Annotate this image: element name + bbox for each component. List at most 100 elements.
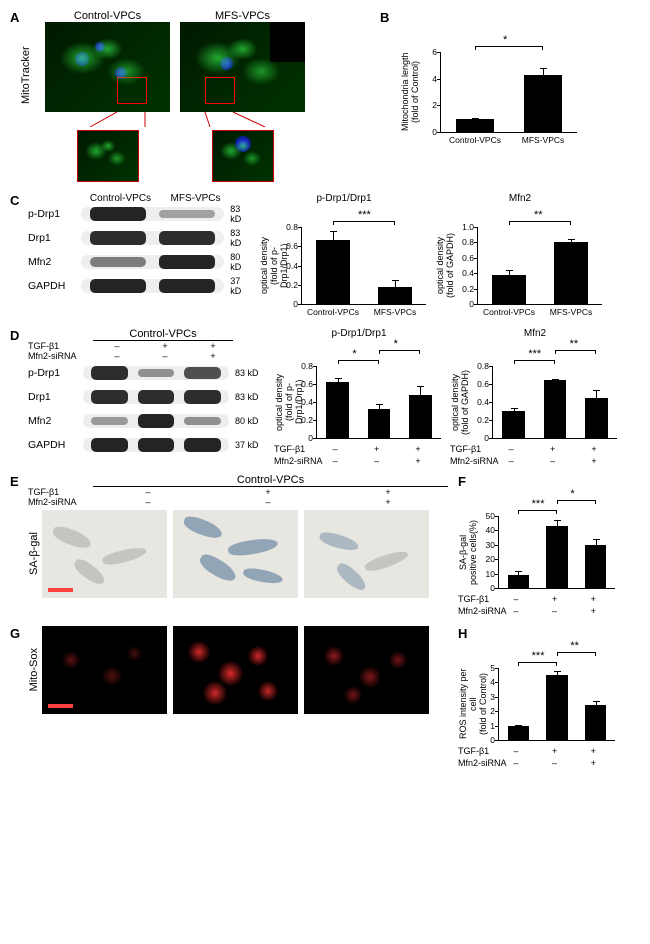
chart-ylabel: optical density (fold of p-Drp1/Drp1)	[259, 227, 289, 304]
condition-value: –	[333, 456, 338, 466]
blot-c-col2: MFS-VPCs	[158, 193, 233, 204]
condition-value: –	[552, 758, 557, 768]
condition-label: TGF-β1	[458, 746, 510, 756]
blot-row-label: GAPDH	[28, 280, 81, 292]
condition-value: –	[141, 351, 189, 361]
condition-value: +	[189, 341, 237, 351]
sa-b-gal-img-1	[42, 510, 167, 598]
condition-value: +	[591, 606, 596, 616]
blot-band	[81, 255, 224, 269]
condition-value: –	[513, 758, 518, 768]
panel-f-xcond: TGF-β1–++Mfn2-siRNA––+	[458, 594, 628, 618]
bar	[585, 398, 608, 439]
condition-value: –	[208, 497, 328, 507]
bar	[378, 287, 412, 304]
blot-band	[81, 279, 224, 293]
condition-value: –	[374, 456, 379, 466]
mito-sox-img-3	[304, 626, 429, 714]
condition-label: Mfn2-siRNA	[28, 497, 88, 507]
panel-d-chart2-xcond: TGF-β1–++Mfn2-siRNA––+	[450, 444, 620, 468]
bar	[502, 411, 525, 438]
condition-value: +	[374, 444, 379, 454]
condition-value: +	[328, 497, 448, 507]
x-category: MFS-VPCs	[522, 135, 565, 145]
panel-d-chart1-xcond: TGF-β1–++Mfn2-siRNA––+	[274, 444, 444, 468]
condition-value: +	[591, 444, 596, 454]
panel-a-col1-title: Control-VPCs	[45, 10, 170, 22]
condition-value: +	[591, 594, 596, 604]
chart-title: Mfn2	[435, 193, 605, 204]
panel-e-label: E	[10, 474, 19, 489]
bar	[585, 705, 606, 740]
condition-value: –	[550, 456, 555, 466]
condition-value: –	[552, 606, 557, 616]
condition-value: –	[93, 351, 141, 361]
panel-h-xcond: TGF-β1–++Mfn2-siRNA––+	[458, 746, 628, 770]
condition-label: Mfn2-siRNA	[274, 456, 326, 466]
condition-value: +	[141, 341, 189, 351]
panel-d-label: D	[10, 328, 19, 343]
condition-label: TGF-β1	[450, 444, 502, 454]
blot-row-label: GAPDH	[28, 439, 83, 451]
blot-kd: 80 kD	[235, 416, 259, 426]
panel-a-label: A	[10, 10, 19, 25]
condition-value: +	[591, 456, 596, 466]
blot-band	[81, 231, 224, 245]
panel-b-chart: 0246Control-VPCsMFS-VPCs*Mitochondria le…	[400, 30, 580, 150]
bar	[492, 275, 526, 304]
control-vpc-zoom	[77, 130, 139, 182]
mito-sox-img-2	[173, 626, 298, 714]
x-category: Control-VPCs	[483, 307, 535, 317]
condition-label: TGF-β1	[28, 487, 88, 497]
condition-value: +	[415, 456, 420, 466]
x-category: Control-VPCs	[449, 135, 501, 145]
condition-label: TGF-β1	[274, 444, 326, 454]
bar	[524, 75, 561, 132]
condition-value: +	[415, 444, 420, 454]
chart-ylabel: SA-β-gal positive cells(%)	[458, 516, 478, 588]
condition-value: –	[509, 444, 514, 454]
panel-e-header: Control-VPCs	[93, 474, 448, 487]
panel-f-chart: 01020304050****SA-β-gal positive cells(%…	[458, 492, 618, 592]
blot-row-label: Drp1	[28, 391, 83, 403]
blot-band	[83, 438, 229, 452]
condition-value: –	[513, 746, 518, 756]
mito-sox-label: Mito-Sox	[28, 648, 42, 691]
condition-label: TGF-β1	[458, 594, 510, 604]
blot-kd: 83 kD	[230, 204, 253, 224]
blot-row-label: p-Drp1	[28, 208, 81, 220]
panel-c-label: C	[10, 193, 19, 208]
condition-label: Mfn2-siRNA	[458, 758, 510, 768]
condition-value: –	[88, 487, 208, 497]
chart-title: Mfn2	[450, 328, 620, 339]
bar	[546, 675, 567, 740]
bar	[316, 240, 350, 304]
x-category: MFS-VPCs	[374, 307, 417, 317]
panel-d-blot: p-Drp183 kDDrp183 kDMfn280 kDGAPDH37 kD	[28, 363, 268, 455]
control-vpc-micrograph	[45, 22, 170, 112]
condition-label: TGF-β1	[28, 341, 93, 351]
condition-value: +	[208, 487, 328, 497]
blot-band	[83, 390, 229, 404]
sa-b-gal-img-2	[173, 510, 298, 598]
sa-b-gal-img-3	[304, 510, 429, 598]
bar	[544, 380, 567, 438]
chart-ylabel: Mitochondria length (fold of Control)	[400, 52, 420, 132]
panel-d-header: Control-VPCs	[93, 328, 233, 341]
blot-kd: 83 kD	[230, 228, 253, 248]
condition-label: Mfn2-siRNA	[458, 606, 510, 616]
condition-value: –	[509, 456, 514, 466]
condition-value: –	[513, 606, 518, 616]
blot-band	[83, 414, 229, 428]
chart-title: p-Drp1/Drp1	[259, 193, 429, 204]
panel-c-chart1: 00.20.40.60.8Control-VPCsMFS-VPCs***p-Dr…	[259, 207, 429, 322]
condition-value: +	[552, 594, 557, 604]
panel-e-conditions: TGF-β1–++Mfn2-siRNA––+	[28, 487, 448, 507]
condition-label: Mfn2-siRNA	[28, 351, 93, 361]
sa-b-gal-label: SA-β-gal	[28, 532, 42, 575]
x-category: MFS-VPCs	[550, 307, 593, 317]
panel-d-chart1: 00.20.40.60.8**p-Drp1/Drp1optical densit…	[274, 342, 444, 442]
zoom-connector-2	[180, 112, 305, 127]
bar	[508, 726, 529, 740]
condition-value: +	[591, 746, 596, 756]
